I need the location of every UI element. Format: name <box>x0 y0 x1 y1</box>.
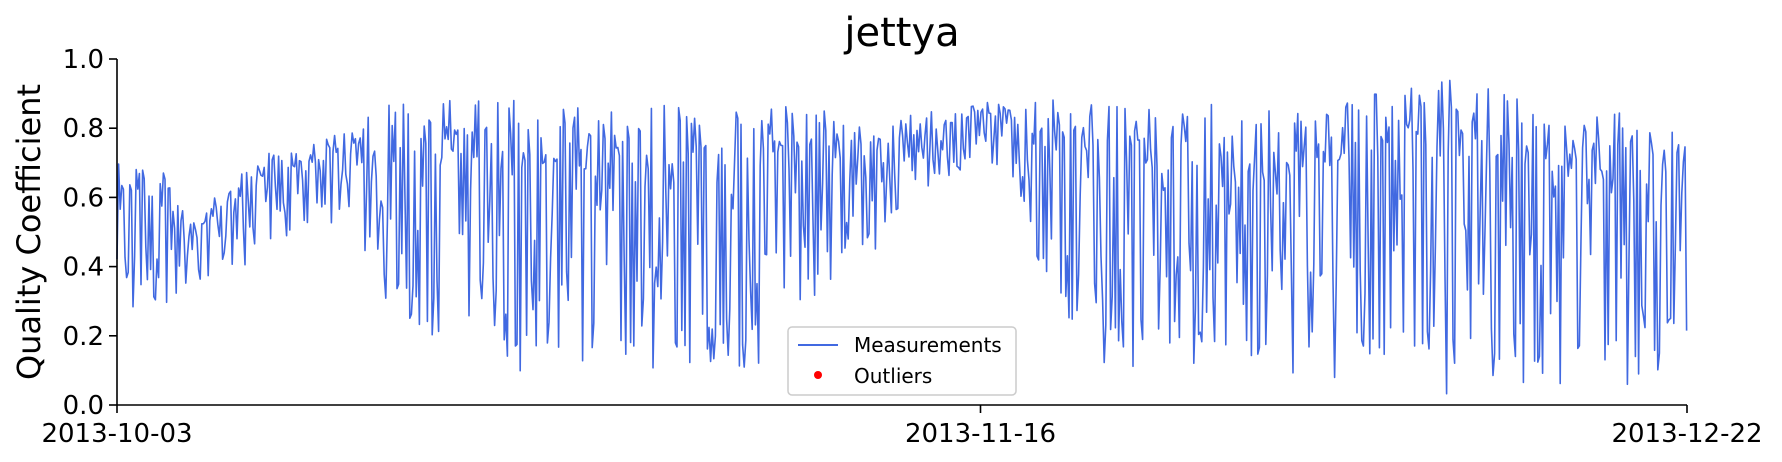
x-tick-label: 2013-12-22 <box>1611 419 1762 449</box>
x-tick-label: 2013-11-16 <box>905 419 1056 449</box>
legend-outliers-label: Outliers <box>854 364 932 388</box>
legend: Measurements Outliers <box>787 326 1017 396</box>
chart-title: jettya <box>843 10 959 56</box>
series-measurements-line <box>116 79 1688 395</box>
y-axis-label: Quality Coefficient <box>10 84 48 380</box>
plot-area <box>116 79 1688 395</box>
y-tick-label: 1.0 <box>63 45 104 75</box>
y-tick-label: 0.2 <box>63 322 104 352</box>
y-tick-label: 0.6 <box>63 183 104 213</box>
x-tick-label: 2013-10-03 <box>41 419 192 449</box>
y-tick-label: 0.8 <box>63 114 104 144</box>
y-tick-label: 0.4 <box>63 253 104 283</box>
legend-outliers-swatch <box>814 371 822 379</box>
legend-box <box>787 326 1017 396</box>
y-tick-label: 0.0 <box>63 391 104 421</box>
legend-measurements-label: Measurements <box>854 333 1002 357</box>
axes: 0.0 0.2 0.4 0.6 0.8 1.0 2013-10-03 2013-11-16 20… <box>41 45 1762 449</box>
